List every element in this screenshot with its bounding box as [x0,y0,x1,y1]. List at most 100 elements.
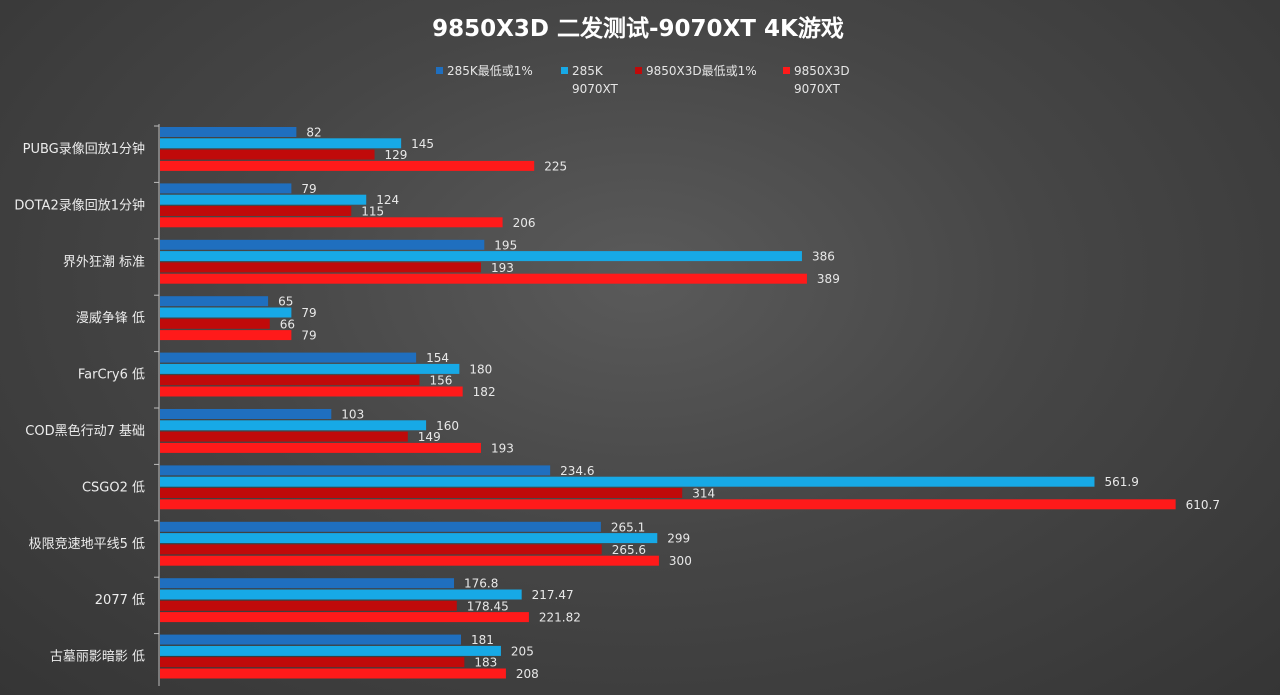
data-label: 154 [426,351,449,365]
data-label: 180 [469,362,492,376]
data-label: 314 [692,487,715,501]
legend-swatch [436,67,443,74]
bar [160,160,535,171]
category-label: 2077 低 [95,593,145,608]
category-group: FarCry6 低 154 180 156 182 [78,351,496,399]
category-label: DOTA2录像回放1分钟 [14,197,145,213]
bar [160,386,463,397]
bar [160,657,465,668]
data-label: 103 [341,408,364,422]
category-label: CSGO2 低 [82,480,145,495]
bar [160,363,460,374]
data-label: 160 [436,419,459,433]
bar [160,589,522,600]
data-label: 300 [669,554,692,568]
data-label: 178.45 [467,599,509,613]
bar [160,409,332,419]
bar [160,262,481,273]
data-label: 265.1 [611,520,645,534]
bar [160,273,807,284]
bar [160,194,367,205]
data-label: 79 [301,329,316,343]
data-label: 66 [280,317,295,331]
category-group: CSGO2 低 234.6 561.9 314 610.7 [82,463,1220,512]
category-group: 界外狂潮 标准 195 386 193 389 [63,238,840,286]
data-label: 195 [494,238,517,252]
data-label: 79 [301,182,316,196]
data-label: 182 [473,385,496,399]
data-label: 193 [491,261,514,275]
data-label: 205 [511,644,534,658]
bar [160,296,269,307]
bar [160,206,352,216]
bar [160,645,501,656]
bar [160,612,529,623]
legend-label: 285K [572,64,604,78]
category-group: 2077 低 176.8 217.47 178.45 221.82 [95,576,581,625]
category-label: PUBG录像回放1分钟 [23,141,145,157]
data-label: 65 [278,295,293,309]
data-label: 221.82 [539,611,581,625]
bar [160,634,462,645]
category-label: 界外狂潮 标准 [63,255,145,270]
bar [160,239,485,250]
bar [160,330,292,341]
category-group: 极限竞速地平线5 低 265.1 299 265.6 300 [29,520,692,568]
data-label: 299 [667,532,690,546]
category-label: 漫威争锋 低 [76,311,145,326]
bar [160,544,602,555]
legend-swatch [635,67,642,74]
bar [160,318,270,329]
legend-label: 9850X3D最低或1% [646,64,757,78]
data-label: 193 [491,441,514,455]
bar [160,499,1176,510]
bar [160,668,506,679]
data-label: 82 [306,126,321,140]
bar [160,442,481,453]
data-label: 183 [474,656,497,670]
category-group: 古墓丽影暗影 低 181 205 183 208 [50,633,539,681]
legend-label: 9070XT [794,82,841,96]
category-label: 极限竞速地平线5 低 [29,536,145,552]
bar [160,251,802,262]
bar [160,217,503,228]
bar [160,488,683,498]
data-label: 129 [385,148,408,162]
data-label: 386 [812,250,835,264]
data-label: 149 [418,430,441,444]
bar [160,127,297,137]
data-label: 181 [471,633,494,647]
data-label: 561.9 [1104,475,1138,489]
bar [160,307,292,318]
data-label: 124 [376,193,399,207]
data-label: 234.6 [560,464,594,478]
category-label: COD黑色行动7 基础 [25,423,145,439]
data-label: 156 [429,374,452,388]
category-label: FarCry6 低 [78,368,145,383]
bar [160,420,427,431]
bar [160,352,417,363]
bar [160,555,659,566]
bar [160,375,420,386]
legend-swatch [783,67,790,74]
data-label: 265.6 [612,543,646,557]
bar [160,183,292,194]
data-label: 145 [411,137,434,151]
bar [160,465,551,476]
category-label: 古墓丽影暗影 低 [50,650,145,665]
data-label: 206 [513,216,536,230]
data-label: 389 [817,272,840,286]
legend-label: 285K最低或1% [447,64,533,78]
category-group: 漫威争锋 低 65 79 66 79 [76,294,317,343]
legend-swatch [561,67,568,74]
data-label: 610.7 [1186,498,1220,512]
bar [160,533,658,544]
data-label: 208 [516,667,539,681]
data-label: 225 [544,159,567,173]
